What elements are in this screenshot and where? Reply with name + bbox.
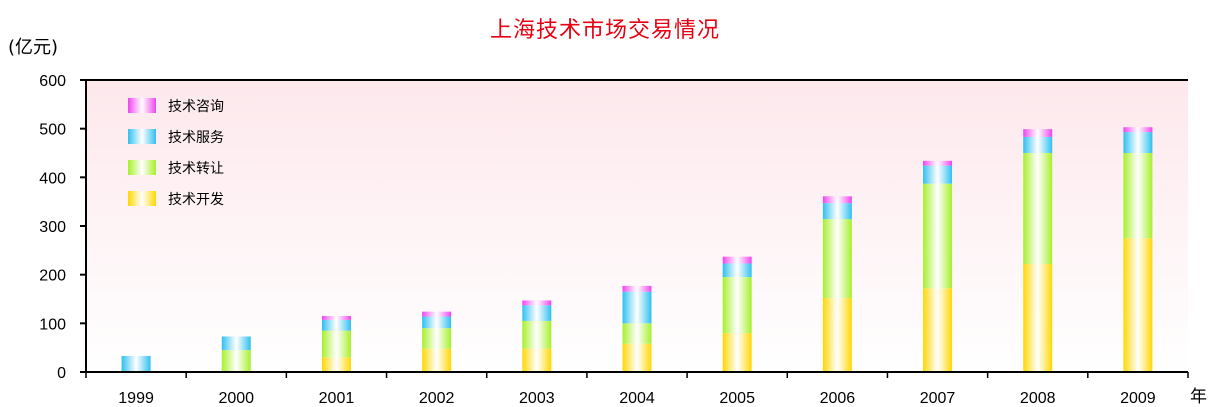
y-tick-label: 100	[39, 316, 66, 333]
bar-segment-2006-3	[822, 196, 852, 204]
bar-segment-2002-0	[422, 348, 452, 372]
bar-segment-2009-3	[1123, 127, 1153, 133]
bar-segment-2008-1	[1023, 153, 1053, 264]
bar-segment-2007-2	[923, 165, 953, 184]
bar-segment-2002-1	[422, 328, 452, 349]
bar-segment-2008-0	[1023, 263, 1053, 372]
bar-segment-2007-0	[923, 288, 953, 372]
bar-segment-2002-2	[422, 316, 452, 329]
bar-segment-2000-1	[221, 350, 251, 372]
bar-segment-2007-1	[923, 183, 953, 289]
bar-segment-2002-3	[422, 311, 452, 317]
bar-segment-2003-3	[522, 300, 552, 306]
x-tick-label: 2002	[419, 390, 455, 406]
bar-segment-2003-0	[522, 348, 552, 372]
y-tick-label: 0	[57, 365, 66, 382]
x-axis-unit-label: 年	[1190, 387, 1207, 407]
x-tick-label: 2004	[619, 390, 655, 406]
bar-segment-2001-2	[321, 319, 351, 331]
bar-segment-2008-3	[1023, 129, 1053, 137]
y-tick-label: 400	[39, 170, 66, 187]
y-tick-label: 300	[39, 219, 66, 236]
x-tick-label: 2001	[319, 390, 355, 406]
bar-segment-2001-1	[321, 330, 351, 358]
legend-swatch	[128, 98, 156, 113]
legend-swatch	[128, 160, 156, 175]
legend-label: 技术转让	[168, 161, 224, 177]
y-axis-label: (亿元)	[8, 37, 59, 58]
bar-segment-2009-2	[1123, 132, 1153, 153]
y-tick-label: 200	[39, 268, 66, 285]
bar-segment-1999-2	[121, 355, 151, 372]
bar-segment-2000-2	[221, 336, 251, 351]
bar-segment-2005-0	[722, 333, 752, 372]
bar-segment-2009-0	[1123, 238, 1153, 372]
legend-swatch	[128, 129, 156, 144]
bar-segment-2006-0	[822, 298, 852, 372]
x-tick-label: 2003	[519, 390, 555, 406]
bar-segment-2005-1	[722, 277, 752, 334]
bar-segment-2006-2	[822, 203, 852, 220]
y-tick-label: 600	[39, 73, 66, 90]
legend-label: 技术服务	[168, 130, 224, 146]
x-tick-label: 2000	[218, 390, 254, 406]
bar-segment-2004-1	[622, 323, 652, 344]
x-tick-label: 1999	[118, 390, 154, 406]
chart-title: 上海技术市场交易情况	[489, 18, 720, 43]
bar-segment-2008-2	[1023, 136, 1053, 153]
bar-segment-2003-2	[522, 305, 552, 321]
bar-segment-2005-3	[722, 256, 752, 264]
legend-label: 技术开发	[168, 192, 224, 208]
y-tick-label: 500	[39, 122, 66, 139]
x-tick-label: 2005	[719, 390, 755, 406]
bar-segment-2006-1	[822, 219, 852, 299]
bar-segment-2001-0	[321, 357, 351, 372]
bar-segment-2007-3	[923, 160, 953, 166]
bar-segment-2004-0	[622, 343, 652, 372]
x-tick-label: 2006	[820, 390, 856, 406]
bar-segment-2001-3	[321, 316, 351, 320]
bar-segment-2004-3	[622, 285, 652, 292]
bar-segment-2005-2	[722, 263, 752, 278]
bar-segment-2004-2	[622, 291, 652, 324]
legend-label: 技术咨询	[168, 99, 224, 115]
bar-segment-2003-1	[522, 320, 552, 349]
x-tick-label: 2009	[1120, 390, 1156, 406]
legend-swatch	[128, 191, 156, 206]
x-tick-label: 2008	[1020, 390, 1056, 406]
bar-segment-2009-1	[1123, 153, 1153, 239]
x-tick-label: 2007	[920, 390, 956, 406]
